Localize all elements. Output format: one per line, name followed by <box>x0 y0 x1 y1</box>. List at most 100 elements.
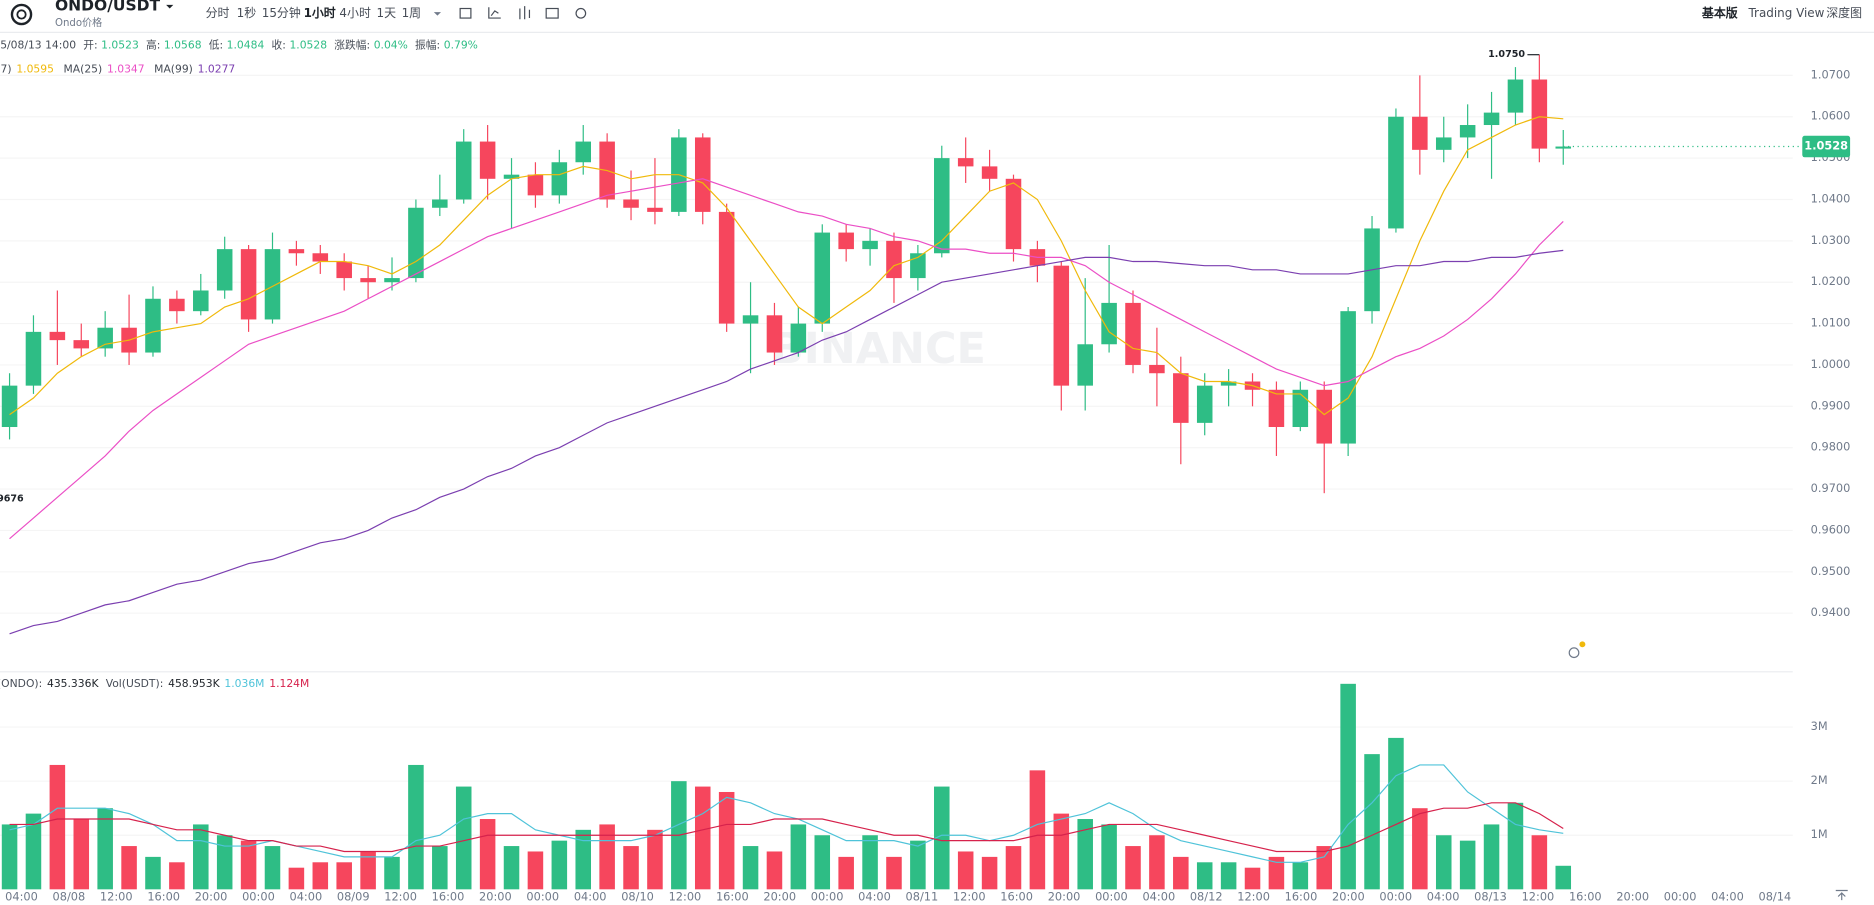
volume-bar <box>240 840 257 890</box>
x-tick-label: 20:00 <box>1616 890 1649 904</box>
volume-bar <box>575 829 592 890</box>
interval-button[interactable]: 1周 <box>402 6 422 20</box>
y-tick-label: 0.9700 <box>1811 481 1851 495</box>
x-tick-label: 08/13 <box>1474 890 1507 904</box>
volume-bar <box>1412 808 1428 890</box>
candle-body <box>1555 146 1572 149</box>
icon[interactable] <box>545 7 559 19</box>
annotation-label: 0.9676 <box>0 493 24 504</box>
icon[interactable] <box>575 7 587 19</box>
volume-bar <box>25 813 42 890</box>
candle-body <box>97 327 113 349</box>
volume-bar <box>551 840 568 890</box>
candle-body <box>384 278 400 283</box>
symbol-dropdown[interactable] <box>166 4 174 9</box>
info-datetime: 2025/08/13 14:00 <box>0 39 76 52</box>
legend-value: 458.953K <box>168 677 220 690</box>
x-tick-label: 04:00 <box>574 890 607 904</box>
interval-button[interactable]: 分时 <box>206 6 230 20</box>
candle-body <box>240 249 257 320</box>
volume-bar <box>145 856 161 890</box>
candle-body <box>934 158 950 254</box>
volume-bar <box>1196 862 1213 890</box>
volume-bar <box>957 851 974 890</box>
candle-body <box>742 315 759 324</box>
tool-icon[interactable] <box>1568 647 1580 659</box>
volume-bar <box>790 824 807 890</box>
volume-bar <box>862 835 878 890</box>
volume-legend: Vol(ONDO): 435.336K Vol(USDT): 458.953K 1.03… <box>0 677 309 690</box>
info-line: 2025/08/13 14:00 开: 1.0523 高: 1.0568 低: 1.0484… <box>0 39 478 52</box>
volume-bar <box>1005 846 1022 890</box>
interval-button[interactable]: 1小时 <box>304 5 336 20</box>
volume-bar <box>694 786 711 890</box>
candle-body <box>1292 389 1309 428</box>
volume-bar <box>336 862 352 890</box>
view-button[interactable]: Trading View <box>1748 6 1825 20</box>
volume-bar <box>1173 856 1189 890</box>
volume-bar <box>121 846 137 890</box>
more-intervals[interactable] <box>433 12 442 16</box>
view-button[interactable]: 深度图 <box>1826 5 1862 20</box>
interval-button[interactable]: 1天 <box>376 6 396 20</box>
toolbar-icons[interactable] <box>459 6 587 20</box>
candle-body <box>503 174 520 179</box>
symbol[interactable]: ONDO/USDT <box>55 0 161 15</box>
x-tick-label: 00:00 <box>242 890 275 904</box>
x-tick-label: 16:00 <box>147 890 180 904</box>
legend-name: Vol(USDT): <box>106 677 164 690</box>
volume-bar <box>1029 770 1046 890</box>
y-tick-label: 0.9400 <box>1811 605 1851 619</box>
y-tick-label: 0.9900 <box>1811 398 1851 412</box>
icon[interactable] <box>459 7 472 19</box>
y-tick-label: 1.0300 <box>1811 233 1851 247</box>
legend-name: MA(25) <box>64 62 103 75</box>
info-value: 0.04% <box>374 39 408 52</box>
info-value: 1.0568 <box>164 39 202 52</box>
candle-body <box>1316 389 1332 444</box>
x-tick-label: 04:00 <box>858 890 891 904</box>
x-tick-label: 04:00 <box>5 890 38 904</box>
x-tick-label: 16:00 <box>1000 890 1033 904</box>
x-tick-label: 00:00 <box>526 890 559 904</box>
view-button[interactable]: 基本版 <box>1701 5 1738 20</box>
legend-value: 1.124M <box>269 677 309 690</box>
candle-body <box>169 298 185 312</box>
candle-body <box>1125 302 1141 365</box>
logo <box>10 3 33 26</box>
icon[interactable] <box>519 6 531 20</box>
interval-button[interactable]: 1秒 <box>237 6 257 20</box>
y-tick-label: 1.0200 <box>1811 274 1851 288</box>
candle-body <box>1149 364 1165 374</box>
volume-bar <box>455 786 472 890</box>
x-tick-label: 04:00 <box>289 890 322 904</box>
info-label: 振幅: <box>415 39 440 52</box>
volume-bar <box>1316 846 1332 890</box>
subtitle[interactable]: Ondo价格 <box>55 16 102 29</box>
volume-bar <box>312 862 329 890</box>
y-tick-label: 2M <box>1811 773 1828 787</box>
volume-bar <box>1388 737 1404 890</box>
icon[interactable] <box>488 7 501 19</box>
watermark: BINANCE <box>771 324 986 374</box>
volume-bar <box>981 856 998 890</box>
x-tick-label: 16:00 <box>716 890 749 904</box>
volume-bar <box>432 846 448 890</box>
info-value: 1.0528 <box>289 39 327 52</box>
x-tick-label: 04:00 <box>1711 890 1744 904</box>
info-value: 1.0484 <box>227 39 265 52</box>
ma-line <box>9 178 1564 540</box>
candle-body <box>1005 178 1022 250</box>
volume-bar <box>193 824 209 890</box>
tool-badge <box>1579 641 1586 648</box>
candle-body <box>145 298 161 353</box>
volume-bar <box>169 862 185 890</box>
x-tick-label: 12:00 <box>669 890 702 904</box>
interval-button[interactable]: 15分钟 <box>262 5 301 20</box>
candle-body <box>73 340 90 349</box>
interval-button[interactable]: 4小时 <box>339 6 371 20</box>
volume-bar <box>742 846 759 890</box>
axis-settings[interactable] <box>1835 889 1848 901</box>
candle-body <box>647 207 663 212</box>
